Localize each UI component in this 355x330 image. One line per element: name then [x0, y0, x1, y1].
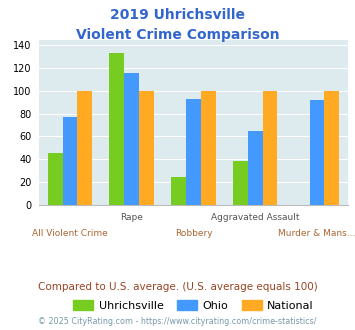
Bar: [139, 91, 154, 205]
Bar: [124, 73, 139, 205]
Bar: [233, 161, 248, 205]
Bar: [186, 99, 201, 205]
Bar: [109, 53, 124, 205]
Text: All Violent Crime: All Violent Crime: [32, 229, 108, 238]
Text: Robbery: Robbery: [175, 229, 212, 238]
Text: Rape: Rape: [120, 213, 143, 222]
Bar: [171, 177, 186, 205]
Text: Violent Crime Comparison: Violent Crime Comparison: [76, 28, 279, 42]
Text: Aggravated Assault: Aggravated Assault: [211, 213, 300, 222]
Text: Murder & Mans...: Murder & Mans...: [278, 229, 355, 238]
Bar: [201, 91, 216, 205]
Bar: [77, 91, 92, 205]
Text: © 2025 CityRating.com - https://www.cityrating.com/crime-statistics/: © 2025 CityRating.com - https://www.city…: [38, 317, 317, 326]
Legend: Uhrichsville, Ohio, National: Uhrichsville, Ohio, National: [69, 296, 318, 315]
Bar: [310, 100, 324, 205]
Bar: [263, 91, 278, 205]
Text: 2019 Uhrichsville: 2019 Uhrichsville: [110, 8, 245, 22]
Bar: [48, 153, 62, 205]
Bar: [324, 91, 339, 205]
Bar: [62, 117, 77, 205]
Bar: [248, 131, 263, 205]
Text: Compared to U.S. average. (U.S. average equals 100): Compared to U.S. average. (U.S. average …: [38, 282, 317, 292]
